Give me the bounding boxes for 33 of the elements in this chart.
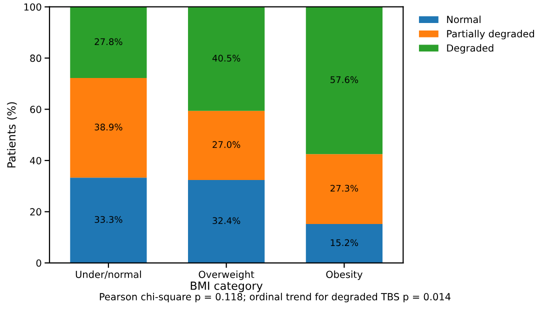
data-label: 38.9% [94,124,122,130]
y-tick-label: 60 [30,106,42,114]
bar [306,6,383,154]
legend-label: Normal [447,16,480,24]
x-tick-label: Under/normal [76,270,141,279]
bar [70,78,147,178]
y-tick-label: 100 [24,3,42,11]
data-label: 27.3% [330,184,358,192]
x-axis-title: BMI category [190,282,263,292]
data-label: 27.8% [94,38,122,46]
text: Pearson chi-square p = 0.118; ordinal trend for degraded TBS p = 0.014 [100,292,450,302]
y-axis-title: Patients (%) [6,102,17,168]
data-label: 33.3% [94,216,122,223]
x-tick-label: Obesity [326,270,362,280]
y-tick-label: 40 [30,156,42,164]
bar [188,7,265,111]
bar [70,6,147,78]
y-tick-label: 80 [30,54,42,62]
data-label: 40.5% [212,54,240,62]
y-tick-label: 0 [36,259,42,267]
data-label: 15.2% [330,239,358,246]
legend-label: Partially degraded [447,30,534,40]
bar [70,178,147,263]
bar [188,110,265,180]
x-tick-label: Overweight [198,270,254,280]
bar [306,154,383,224]
y-tick-label: 20 [30,208,42,216]
bar [306,224,383,263]
data-label: 27.0% [212,141,240,148]
data-label: 57.6% [330,76,358,84]
legend-label: Degraded [447,44,494,54]
data-label: 32.4% [212,217,240,224]
bar [188,180,265,263]
